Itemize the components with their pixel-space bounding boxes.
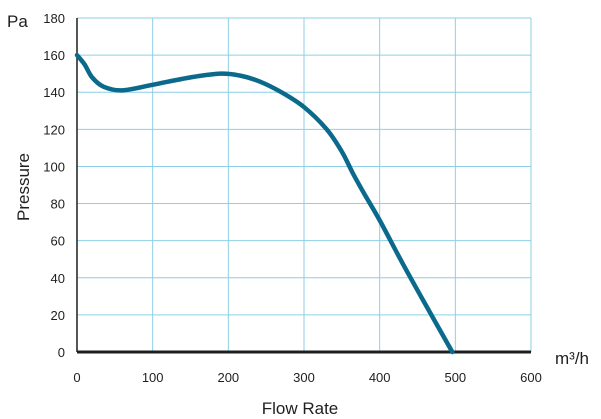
series-layer — [74, 52, 455, 355]
x-tick-label: 200 — [217, 370, 239, 385]
y-tick-label: 80 — [51, 197, 65, 212]
x-tick-label: 600 — [520, 370, 542, 385]
x-axis-title: Flow Rate — [262, 399, 339, 418]
y-tick-label: 180 — [43, 11, 65, 26]
x-tick-label: 0 — [73, 370, 80, 385]
x-unit-label: m³/h — [555, 349, 589, 368]
y-tick-label: 20 — [51, 308, 65, 323]
y-tick-label: 140 — [43, 85, 65, 100]
grid — [77, 17, 532, 352]
x-tick-label: 300 — [293, 370, 315, 385]
y-tick-labels: 0 20 40 60 80 100 120 140 160 180 — [43, 11, 65, 360]
y-tick-label: 100 — [43, 159, 65, 174]
y-tick-label: 0 — [58, 345, 65, 360]
pressure-curve — [74, 52, 455, 355]
x-tick-label: 400 — [369, 370, 391, 385]
y-axis-title: Pressure — [14, 153, 33, 221]
y-tick-label: 120 — [43, 122, 65, 137]
y-unit-label: Pa — [7, 12, 28, 31]
x-tick-label: 500 — [444, 370, 466, 385]
x-tick-labels: 0 100 200 300 400 500 600 — [73, 370, 541, 385]
y-tick-label: 60 — [51, 234, 65, 249]
plot-frame — [76, 18, 531, 354]
x-tick-label: 100 — [142, 370, 164, 385]
y-tick-label: 160 — [43, 48, 65, 63]
y-tick-label: 40 — [51, 271, 65, 286]
